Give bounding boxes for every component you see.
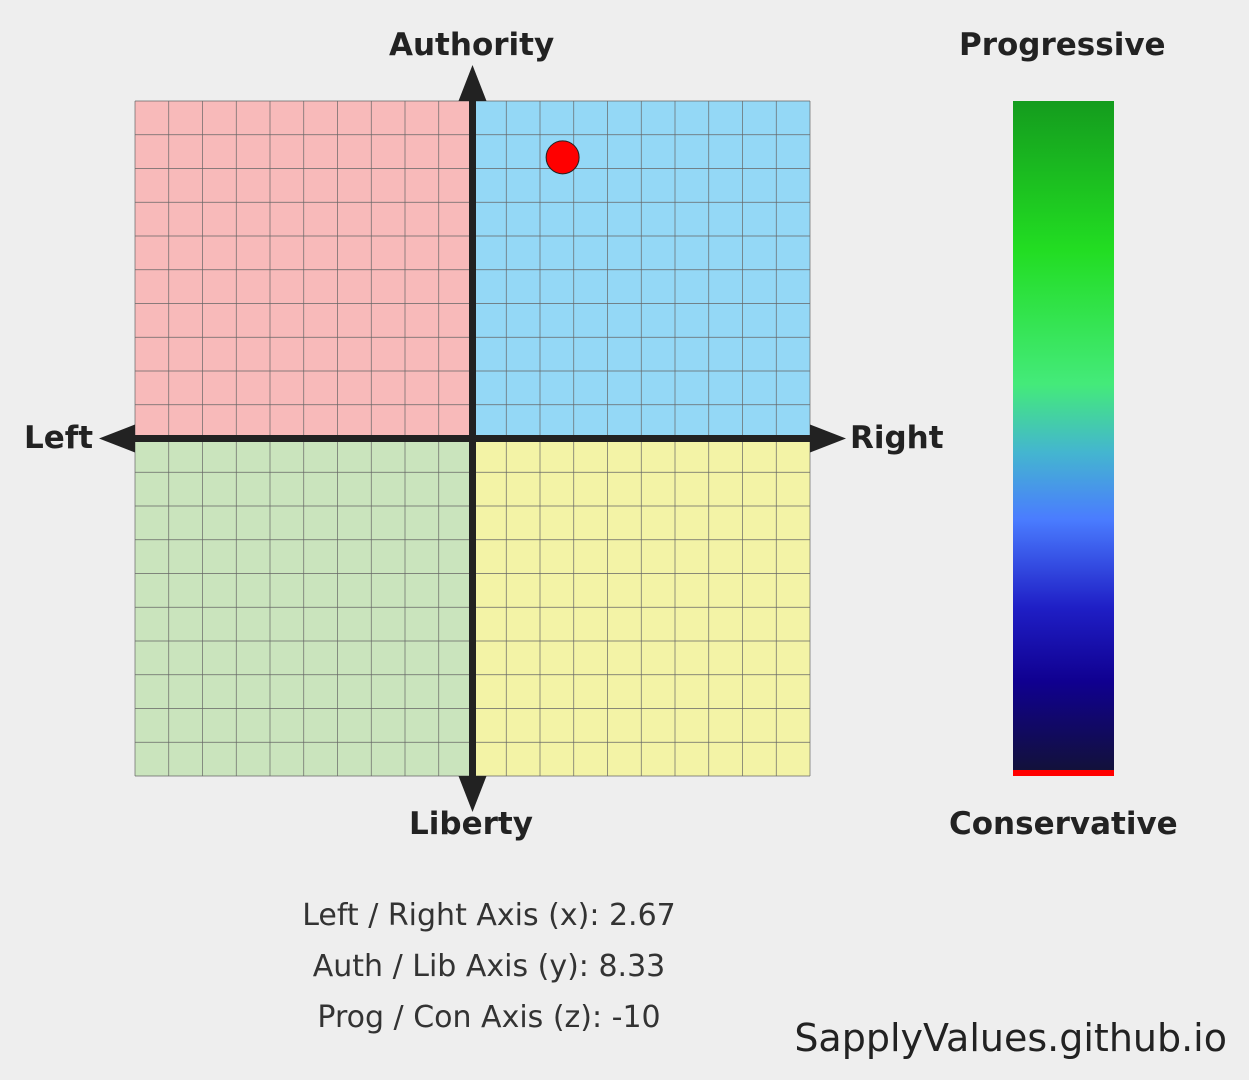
- site-url[interactable]: SapplyValues.github.io: [794, 1016, 1227, 1060]
- z-label-progressive: Progressive: [959, 27, 1166, 63]
- x-score: Left / Right Axis (x): 2.67: [302, 898, 676, 933]
- axes: [99, 65, 846, 812]
- arrow-down: [458, 776, 487, 812]
- axis-label-left: Left: [24, 420, 94, 456]
- axis-scores: Left / Right Axis (x): 2.67 Auth / Lib A…: [289, 890, 689, 1043]
- arrow-right: [810, 424, 846, 453]
- y-score: Auth / Lib Axis (y): 8.33: [312, 949, 666, 984]
- z-label-conservative: Conservative: [949, 806, 1178, 842]
- arrow-left: [99, 424, 135, 453]
- axis-label-liberty: Liberty: [409, 806, 533, 842]
- axis-label-right: Right: [850, 420, 944, 456]
- z-marker: [1013, 770, 1114, 776]
- arrow-up: [458, 65, 487, 101]
- data-points: [545, 140, 580, 175]
- data-point: [545, 140, 580, 175]
- z-gradient: [1013, 101, 1114, 776]
- z-score: Prog / Con Axis (z): -10: [317, 1000, 661, 1035]
- axis-label-authority: Authority: [389, 27, 555, 63]
- z-scale-bar: [1013, 101, 1114, 776]
